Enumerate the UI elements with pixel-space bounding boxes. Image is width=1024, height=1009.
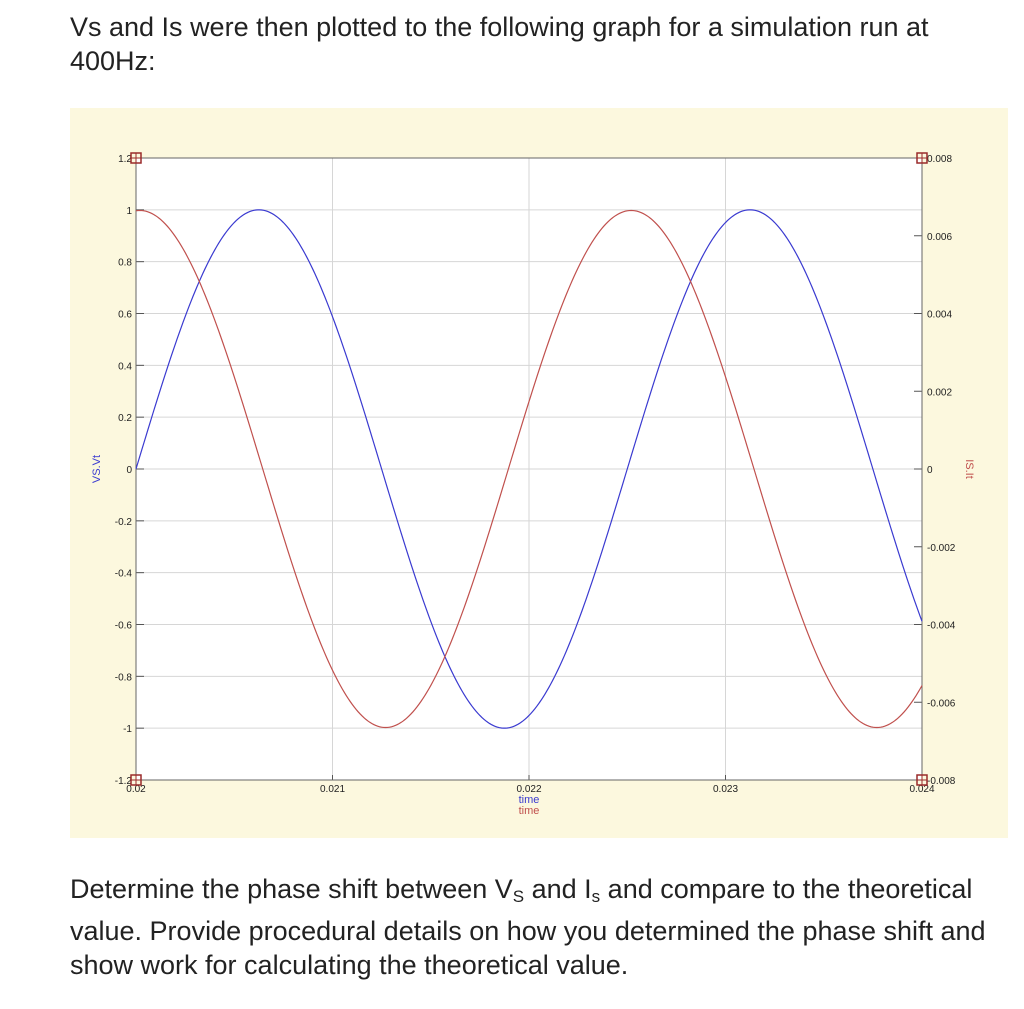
y-left-tick-label: -1 xyxy=(123,724,132,735)
y-left-axis-label: VS.Vt xyxy=(91,455,103,483)
y-left-tick-label: -0.6 xyxy=(115,621,133,632)
question-part-2: and I xyxy=(524,874,592,904)
is-subscript: s xyxy=(591,887,601,906)
intro-text: Vs and Is were then plotted to the follo… xyxy=(70,12,929,76)
y-right-tick-label: -0.002 xyxy=(927,543,956,554)
y-right-tick-label: 0.002 xyxy=(927,387,952,398)
y-right-axis-label: IS.It xyxy=(963,459,975,479)
x-axis-label-secondary: time xyxy=(519,805,540,817)
is-series-line xyxy=(135,209,923,729)
chart-panel: 0.02 0.021 0.022 0.023 0.024 1.2 1 0.8 0.6 0.4 0.2… xyxy=(70,108,1008,838)
y-left-tick-label: -1.2 xyxy=(115,776,133,787)
y-left-tick-label: 0.6 xyxy=(118,310,132,321)
y-right-tick-label: -0.008 xyxy=(927,776,956,787)
vs-subscript: S xyxy=(512,887,525,906)
y-right-tick-label: 0 xyxy=(927,465,933,476)
vs-is-chart: 0.02 0.021 0.022 0.023 0.024 1.2 1 0.8 0.6 0.4 0.2… xyxy=(91,152,975,817)
question-text: Determine the phase shift between VS and… xyxy=(70,872,990,982)
x-tick-label: 0.02 xyxy=(126,784,146,795)
y-left-tick-label: -0.4 xyxy=(115,569,133,580)
y-left-tick-label: -0.8 xyxy=(115,672,133,683)
y-left-tick-label: 0.4 xyxy=(118,361,132,372)
x-tick-label: 0.021 xyxy=(320,784,345,795)
y-right-tick-label: 0.008 xyxy=(927,154,952,165)
vs-series-line xyxy=(135,209,923,729)
x-tick-label: 0.023 xyxy=(713,784,738,795)
y-left-tick-label: 1.2 xyxy=(118,154,132,165)
y-right-tick-label: 0.004 xyxy=(927,310,952,321)
y-left-tick-label: -0.2 xyxy=(115,517,133,528)
y-left-tick-label: 0 xyxy=(126,465,132,476)
y-right-tick-label: -0.006 xyxy=(927,698,956,709)
x-axis-label: time xyxy=(519,794,540,806)
question-part-1: Determine the phase shift between V xyxy=(70,874,513,904)
y-left-tick-label: 1 xyxy=(126,206,132,217)
x-tick-label: 0.022 xyxy=(516,784,541,795)
question-part-3: and compare to the theoretical value. Pr… xyxy=(70,874,986,980)
x-tick-label: 0.024 xyxy=(909,784,934,795)
y-right-tick-label: -0.004 xyxy=(927,621,956,632)
y-left-tick-label: 0.2 xyxy=(118,413,132,424)
y-right-tick-label: 0.006 xyxy=(927,232,952,243)
y-left-tick-label: 0.8 xyxy=(118,258,132,269)
